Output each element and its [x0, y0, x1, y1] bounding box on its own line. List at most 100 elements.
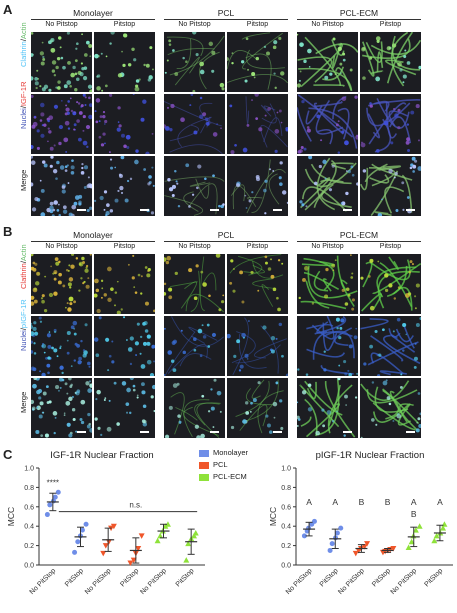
fibre-strand — [385, 101, 398, 139]
cell-spot — [48, 88, 52, 92]
cell-spot — [338, 364, 341, 367]
fibre-strand — [384, 59, 417, 76]
cell-spot — [31, 399, 35, 405]
cell-spot — [68, 378, 72, 381]
cell-spot — [196, 435, 201, 438]
cell-spot — [88, 206, 92, 211]
legend-label: PCL — [213, 460, 228, 469]
micrograph-image — [297, 316, 358, 376]
fibre-strand — [383, 334, 421, 365]
cell-spot — [33, 378, 37, 381]
cell-spot — [270, 258, 273, 261]
cell-spot — [53, 74, 57, 77]
fibre-strand — [300, 177, 331, 209]
fibre-strand — [175, 407, 198, 421]
cell-spot — [48, 130, 52, 134]
cell-spot — [35, 281, 40, 286]
cell-spot — [67, 182, 70, 184]
micrograph-tile — [297, 316, 358, 376]
cell-spot — [216, 390, 222, 396]
cell-spot — [117, 121, 120, 123]
fibre-strand — [179, 353, 212, 367]
cell-spot — [270, 274, 275, 279]
cell-spot — [297, 83, 302, 88]
fibre-strand — [183, 191, 199, 212]
cell-spot — [88, 365, 91, 368]
cell-spot — [80, 171, 85, 175]
cell-spot — [177, 414, 181, 418]
cell-spot — [100, 279, 104, 282]
cell-spot — [127, 263, 130, 266]
cell-spot — [406, 196, 410, 199]
fibre-strand — [370, 352, 404, 375]
cell-spot — [345, 404, 347, 406]
cell-spot — [200, 270, 204, 274]
row-label-part: IGF-1R — [19, 80, 28, 106]
scale-bar — [406, 431, 415, 433]
fibre-strand — [336, 255, 347, 291]
cell-spot — [66, 32, 70, 35]
cell-spot — [267, 267, 272, 271]
cell-spot — [337, 151, 341, 154]
micrograph-image — [229, 254, 284, 312]
cell-spot — [53, 200, 58, 205]
cell-spot — [100, 433, 103, 436]
cell-spot — [165, 260, 170, 265]
cell-spot — [114, 166, 117, 169]
cell-spot — [101, 89, 104, 92]
group-header: Monolayer — [73, 230, 113, 240]
cell-spot — [213, 378, 217, 382]
cell-spot — [113, 381, 117, 385]
cell-spot — [31, 324, 34, 329]
cell-spot — [63, 414, 66, 417]
cell-spot — [140, 117, 145, 122]
cell-spot — [381, 198, 383, 201]
cell-spot — [171, 184, 177, 189]
condition-header: No Pitstop — [178, 243, 211, 250]
cell-spot — [78, 356, 82, 361]
cell-spot — [41, 343, 47, 349]
cell-spot — [238, 369, 242, 372]
fibre-strand — [260, 125, 288, 148]
cell-spot — [351, 298, 355, 302]
cell-spot — [151, 166, 154, 169]
cell-spot — [323, 368, 327, 372]
data-point — [192, 529, 199, 536]
cell-spot — [132, 254, 135, 257]
fibre-strand — [194, 402, 220, 426]
cell-spot — [75, 77, 80, 82]
cell-spot — [96, 86, 101, 91]
cell-spot — [369, 56, 373, 60]
cell-spot — [55, 177, 58, 180]
cell-spot — [58, 36, 62, 40]
fibre-strand — [306, 381, 317, 400]
cell-spot — [33, 342, 36, 345]
cell-spot — [280, 426, 284, 430]
cell-spot — [253, 76, 256, 79]
cell-spot — [250, 411, 252, 413]
fibre-strand — [313, 270, 329, 292]
fibre-strand — [389, 390, 408, 423]
cell-spot — [375, 423, 378, 426]
cell-spot — [166, 59, 169, 62]
condition-header: No Pitstop — [45, 21, 78, 28]
cell-spot — [280, 71, 285, 76]
cell-spot — [94, 110, 97, 113]
cell-spot — [64, 112, 68, 116]
legend-swatch — [199, 461, 209, 469]
cell-spot — [74, 195, 80, 200]
cell-spot — [245, 411, 250, 415]
fibre-strand — [246, 168, 286, 214]
micrograph-image — [360, 256, 421, 312]
cell-spot — [401, 181, 405, 185]
data-point — [52, 494, 58, 500]
cell-spot — [251, 191, 254, 194]
cell-spot — [315, 430, 320, 436]
group-rule — [31, 19, 155, 20]
cell-spot — [64, 382, 68, 386]
pigf1r-chart: pIGF-1R Nuclear Fraction 0.0 0.2 0.4 0.6 0.8 1… — [270, 450, 453, 596]
data-point — [127, 560, 134, 567]
fibre-strand — [372, 403, 410, 423]
legend-item-pcl: PCL — [199, 460, 248, 469]
cell-spot — [219, 82, 225, 88]
